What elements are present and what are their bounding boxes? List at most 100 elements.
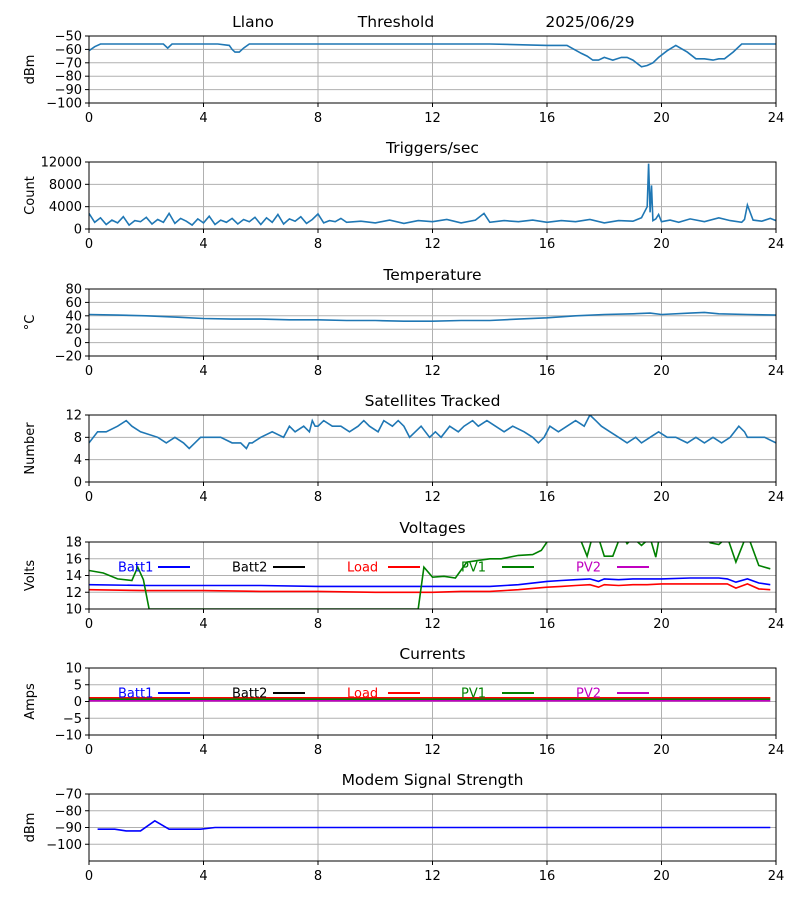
x-tick-label: 8 (314, 743, 322, 758)
legend-label: Batt1 (118, 687, 153, 702)
x-tick-label: 24 (768, 490, 785, 505)
y-tick-label: 60 (65, 296, 82, 311)
x-tick-label: 12 (424, 364, 441, 379)
y-tick-label: 12 (65, 586, 82, 601)
x-tick-label: 0 (85, 617, 93, 632)
x-tick-label: 16 (539, 869, 556, 884)
y-tick-label: 8 (74, 431, 82, 446)
chart-satellites: 0 4 8 12 16 20 24 0 4 8 12 Satellites Tracked Number (23, 392, 784, 505)
y-tick-label: 0 (74, 336, 82, 351)
y-tick-label: 0 (74, 476, 82, 491)
legend-label: Load (347, 561, 378, 576)
x-tick-label: 24 (768, 237, 785, 252)
x-tick-label: 12 (424, 237, 441, 252)
series-line-triggers (89, 163, 776, 227)
x-tick-label: 4 (199, 364, 207, 379)
y-tick-label: −5 (63, 712, 82, 727)
y-tick-label: −20 (55, 350, 82, 365)
y-tick-label: −50 (55, 30, 82, 45)
series-line-temperature (89, 311, 776, 323)
chart-threshold: 0 4 8 12 16 20 24 −100−90−80−70−60−50 dBm (23, 30, 784, 127)
x-tick-label: 0 (85, 364, 93, 379)
series-line-modem (97, 819, 771, 832)
x-tick-label: 16 (539, 617, 556, 632)
station-name: Llano (232, 13, 274, 31)
x-tick-label: 20 (653, 617, 670, 632)
y-tick-label: 5 (74, 678, 82, 693)
y-axis-label: Number (23, 422, 38, 475)
y-tick-label: 8000 (49, 178, 82, 193)
legend-label: Batt2 (232, 561, 267, 576)
x-tick-label: 0 (85, 743, 93, 758)
y-tick-label: 10 (65, 662, 82, 677)
x-tick-label: 4 (199, 490, 207, 505)
legend-label: Batt2 (232, 687, 267, 702)
chart-modem: 0 4 8 12 16 20 24 −100 −90 −80−70 Modem Signal Str… (23, 771, 784, 884)
x-tick-label: 0 (85, 490, 93, 505)
x-tick-label: 8 (314, 364, 322, 379)
x-tick-label: 0 (85, 111, 93, 126)
x-tick-label: 0 (85, 869, 93, 884)
report-date: 2025/06/29 (545, 13, 634, 31)
chart-currents: 0 4 8 12 16 20 24 −10 −5 0 510 Currents Amps Batt1 Bat… (23, 645, 784, 758)
x-tick-label: 20 (653, 869, 670, 884)
y-tick-label: −90 (55, 83, 82, 98)
series-line-batt1 (89, 577, 771, 588)
x-tick-label: 12 (424, 743, 441, 758)
x-tick-label: 4 (199, 869, 207, 884)
x-tick-label: 12 (424, 490, 441, 505)
chart-title: Voltages (399, 519, 465, 537)
x-tick-label: 20 (653, 111, 670, 126)
y-tick-label: 12000 (41, 156, 82, 171)
x-tick-label: 24 (768, 743, 785, 758)
chart-mode: Threshold (357, 13, 434, 31)
page-header: Llano Threshold 2025/06/29 (232, 13, 635, 31)
x-tick-label: 16 (539, 364, 556, 379)
y-axis-label: °C (23, 315, 38, 331)
x-tick-label: 8 (314, 617, 322, 632)
x-tick-label: 8 (314, 490, 322, 505)
x-tick-label: 20 (653, 490, 670, 505)
y-tick-label: 40 (65, 309, 82, 324)
x-tick-label: 4 (199, 237, 207, 252)
x-tick-label: 24 (768, 617, 785, 632)
y-tick-label: −90 (55, 821, 82, 836)
y-axis-label: dBm (23, 813, 38, 843)
x-tick-label: 0 (85, 237, 93, 252)
legend-label: PV1 (461, 687, 486, 702)
x-tick-label: 8 (314, 869, 322, 884)
y-axis-label: dBm (23, 55, 38, 85)
y-tick-label: −70 (55, 56, 82, 71)
y-tick-label: −70 (55, 788, 82, 803)
legend-label: PV1 (461, 561, 486, 576)
x-tick-label: 16 (539, 743, 556, 758)
x-tick-label: 16 (539, 237, 556, 252)
y-tick-label: −80 (55, 70, 82, 85)
chart-title: Currents (399, 645, 465, 663)
y-tick-label: −80 (55, 804, 82, 819)
y-tick-label: 0 (74, 695, 82, 710)
y-tick-label: 16 (65, 552, 82, 567)
legend-label: PV2 (576, 561, 601, 576)
y-tick-label: 4000 (49, 200, 82, 215)
x-tick-label: 4 (199, 743, 207, 758)
y-tick-label: 80 (65, 283, 82, 298)
y-tick-label: −100 (46, 97, 82, 112)
legend-label: Load (347, 687, 378, 702)
chart-title: Triggers/sec (385, 139, 479, 157)
series-line-load (89, 583, 771, 594)
y-tick-label: 18 (65, 536, 82, 551)
series-line-pv1 (89, 542, 771, 609)
chart-title: Satellites Tracked (365, 392, 501, 410)
series-line-threshold (89, 43, 776, 68)
y-tick-label: 20 (65, 323, 82, 338)
chart-title: Temperature (382, 266, 481, 284)
x-tick-label: 16 (539, 111, 556, 126)
legend-label: Batt1 (118, 561, 153, 576)
chart-title: Modem Signal Strength (342, 771, 524, 789)
x-tick-label: 20 (653, 743, 670, 758)
legend-label: PV2 (576, 687, 601, 702)
y-tick-label: 14 (65, 569, 82, 584)
x-tick-label: 12 (424, 111, 441, 126)
